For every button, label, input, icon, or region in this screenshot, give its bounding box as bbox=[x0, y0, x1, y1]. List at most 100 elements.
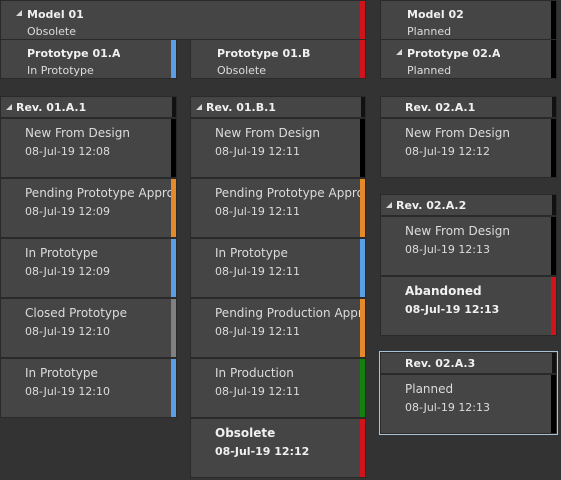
status-color-bar bbox=[171, 40, 176, 78]
event-state-label: New From Design bbox=[215, 126, 320, 140]
event-timestamp: 08-Jul-19 12:12 bbox=[215, 445, 310, 458]
status-color-bar bbox=[551, 119, 556, 177]
event-state-label: New From Design bbox=[405, 224, 510, 238]
prototype-card[interactable]: Prototype 01.B Obsolete bbox=[190, 39, 366, 79]
state-event-card[interactable]: New From Design 08-Jul-19 12:08 bbox=[0, 118, 177, 178]
event-timestamp: 08-Jul-19 12:11 bbox=[215, 385, 301, 398]
revision-header[interactable]: Rev. 01.B.1 bbox=[190, 96, 366, 118]
revision-title: Rev. 02.A.3 bbox=[405, 357, 476, 370]
event-timestamp: 08-Jul-19 12:09 bbox=[25, 265, 111, 278]
revision-title: Rev. 02.A.1 bbox=[405, 101, 476, 114]
event-timestamp: 08-Jul-19 12:13 bbox=[405, 303, 500, 316]
card-status: In Prototype bbox=[27, 64, 94, 77]
event-timestamp: 08-Jul-19 12:11 bbox=[215, 205, 301, 218]
state-event-card[interactable]: In Prototype 08-Jul-19 12:09 bbox=[0, 238, 177, 298]
status-color-bar bbox=[551, 277, 556, 335]
prototype-card[interactable]: Prototype 02.A Planned bbox=[380, 39, 557, 79]
status-color-bar bbox=[551, 217, 556, 275]
state-event-card[interactable]: New From Design 08-Jul-19 12:12 bbox=[380, 118, 557, 178]
state-event-card[interactable]: In Prototype 08-Jul-19 12:11 bbox=[190, 238, 366, 298]
event-timestamp: 08-Jul-19 12:11 bbox=[215, 265, 301, 278]
revision-title: Rev. 01.A.1 bbox=[16, 101, 87, 114]
collapse-triangle-icon[interactable] bbox=[396, 49, 402, 55]
state-event-card[interactable]: Abandoned 08-Jul-19 12:13 bbox=[380, 276, 557, 336]
status-color-bar bbox=[551, 1, 556, 39]
status-color-bar bbox=[361, 97, 365, 117]
card-status: Planned bbox=[407, 64, 452, 77]
event-state-label: Abandoned bbox=[405, 284, 482, 298]
status-color-bar bbox=[360, 179, 365, 237]
event-state-label: Pending Prototype Approva bbox=[25, 186, 172, 200]
event-timestamp: 08-Jul-19 12:13 bbox=[405, 401, 491, 414]
revision-header[interactable]: Rev. 02.A.3 bbox=[380, 352, 557, 374]
status-color-bar bbox=[552, 353, 556, 373]
event-state-label: In Prototype bbox=[215, 246, 288, 260]
event-state-label: In Prototype bbox=[25, 246, 98, 260]
state-event-card[interactable]: Pending Production Approva 08-Jul-19 12:1… bbox=[190, 298, 366, 358]
collapse-triangle-icon[interactable] bbox=[16, 10, 22, 16]
status-color-bar bbox=[171, 119, 176, 177]
event-state-label: Planned bbox=[405, 382, 454, 396]
status-color-bar bbox=[360, 299, 365, 357]
card-title: Prototype 02.A bbox=[407, 47, 501, 60]
event-state-label: Pending Production Approva bbox=[215, 306, 361, 320]
collapse-triangle-icon[interactable] bbox=[196, 104, 202, 110]
event-state-label: Closed Prototype bbox=[25, 306, 128, 320]
event-timestamp: 08-Jul-19 12:08 bbox=[25, 145, 111, 158]
event-timestamp: 08-Jul-19 12:11 bbox=[215, 325, 301, 338]
model-card[interactable]: Model 01 Obsolete bbox=[0, 0, 366, 40]
collapse-triangle-icon[interactable] bbox=[6, 104, 12, 110]
state-event-card[interactable]: New From Design 08-Jul-19 12:11 bbox=[190, 118, 366, 178]
event-timestamp: 08-Jul-19 12:10 bbox=[25, 325, 111, 338]
revision-title: Rev. 01.B.1 bbox=[206, 101, 276, 114]
event-timestamp: 08-Jul-19 12:09 bbox=[25, 205, 111, 218]
revision-title: Rev. 02.A.2 bbox=[396, 199, 467, 212]
event-timestamp: 08-Jul-19 12:11 bbox=[215, 145, 301, 158]
revision-group: Rev. 02.A.1 New From Design 08-Jul-19 12:1… bbox=[380, 96, 557, 178]
event-state-label: New From Design bbox=[25, 126, 130, 140]
event-state-label: Obsolete bbox=[215, 426, 276, 440]
status-color-bar bbox=[171, 359, 176, 417]
prototype-card[interactable]: Prototype 01.A In Prototype bbox=[0, 39, 177, 79]
status-color-bar bbox=[360, 239, 365, 297]
event-state-label: In Production bbox=[215, 366, 294, 380]
state-event-card[interactable]: Obsolete 08-Jul-19 12:12 bbox=[190, 418, 366, 478]
card-status: Obsolete bbox=[217, 64, 267, 77]
status-color-bar bbox=[172, 97, 176, 117]
event-state-label: In Prototype bbox=[25, 366, 98, 380]
model-card[interactable]: Model 02 Planned bbox=[380, 0, 557, 40]
card-title: Model 02 bbox=[407, 8, 464, 21]
state-event-card[interactable]: Planned 08-Jul-19 12:13 bbox=[380, 374, 557, 434]
card-status: Planned bbox=[407, 25, 452, 38]
event-state-label: New From Design bbox=[405, 126, 510, 140]
status-color-bar bbox=[360, 40, 365, 78]
state-event-card[interactable]: New From Design 08-Jul-19 12:13 bbox=[380, 216, 557, 276]
revision-header[interactable]: Rev. 02.A.2 bbox=[380, 194, 557, 216]
state-event-card[interactable]: In Prototype 08-Jul-19 12:10 bbox=[0, 358, 177, 418]
state-event-card[interactable]: Pending Prototype Approva 08-Jul-19 12:09 bbox=[0, 178, 177, 238]
status-color-bar bbox=[171, 239, 176, 297]
event-timestamp: 08-Jul-19 12:12 bbox=[405, 145, 491, 158]
revision-header[interactable]: Rev. 02.A.1 bbox=[380, 96, 557, 118]
status-color-bar bbox=[171, 179, 176, 237]
event-timestamp: 08-Jul-19 12:10 bbox=[25, 385, 111, 398]
status-color-bar bbox=[360, 1, 365, 39]
status-color-bar bbox=[360, 359, 365, 417]
collapse-triangle-icon[interactable] bbox=[386, 202, 392, 208]
state-event-card[interactable]: In Production 08-Jul-19 12:11 bbox=[190, 358, 366, 418]
state-event-card[interactable]: Pending Prototype Approva 08-Jul-19 12:11 bbox=[190, 178, 366, 238]
status-color-bar bbox=[552, 97, 556, 117]
status-color-bar bbox=[360, 419, 365, 477]
revision-header[interactable]: Rev. 01.A.1 bbox=[0, 96, 177, 118]
status-color-bar bbox=[360, 119, 365, 177]
card-title: Prototype 01.A bbox=[27, 47, 121, 60]
status-color-bar bbox=[552, 195, 556, 215]
status-color-bar bbox=[551, 40, 556, 78]
event-timestamp: 08-Jul-19 12:13 bbox=[405, 243, 491, 256]
revision-group: Rev. 02.A.2 New From Design 08-Jul-19 12:1… bbox=[380, 194, 557, 336]
status-color-bar bbox=[171, 299, 176, 357]
card-title: Model 01 bbox=[27, 8, 84, 21]
status-color-bar bbox=[551, 375, 556, 433]
state-event-card[interactable]: Closed Prototype 08-Jul-19 12:10 bbox=[0, 298, 177, 358]
card-title: Prototype 01.B bbox=[217, 47, 311, 60]
